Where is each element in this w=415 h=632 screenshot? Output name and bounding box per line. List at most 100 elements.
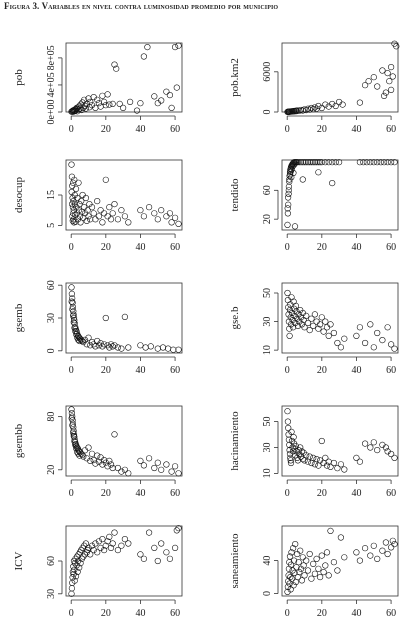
data-point (322, 318, 329, 325)
y-tick-label: 0 (262, 110, 273, 115)
data-point (322, 562, 329, 569)
data-point (374, 447, 381, 454)
data-point (109, 540, 116, 547)
data-point (154, 345, 161, 352)
data-point (100, 98, 108, 105)
data-point (384, 324, 391, 331)
data-point (72, 185, 80, 192)
data-point (102, 102, 109, 109)
data-point (170, 346, 177, 353)
data-point (151, 93, 158, 100)
plot-frame (281, 405, 399, 477)
data-point (68, 173, 75, 180)
data-point (291, 569, 298, 577)
data-point (303, 106, 310, 114)
data-point (69, 429, 77, 436)
y-axis-label: hacinamiento (229, 411, 241, 471)
data-point (293, 107, 300, 115)
data-point (77, 560, 84, 567)
data-point (151, 544, 158, 552)
data-point (165, 345, 172, 352)
data-point (377, 159, 384, 166)
y-axis-label: gsembb (13, 423, 25, 458)
data-point (137, 457, 144, 465)
data-point (158, 466, 165, 473)
data-point (290, 169, 297, 177)
x-tick-label: 20 (317, 365, 327, 376)
data-point (76, 105, 83, 112)
data-point (94, 337, 101, 345)
data-point (301, 572, 308, 579)
data-point (74, 568, 81, 576)
data-point (106, 344, 113, 351)
x-tick-label: 60 (386, 124, 396, 135)
data-point (87, 551, 94, 558)
data-point (121, 466, 128, 473)
data-point (299, 176, 306, 183)
data-point (388, 63, 395, 71)
data-point (69, 204, 76, 211)
data-point (306, 453, 313, 460)
data-point (68, 201, 76, 208)
data-point (116, 100, 123, 107)
data-point (68, 298, 75, 305)
data-point (313, 318, 320, 325)
data-point (81, 102, 89, 109)
data-point (286, 580, 293, 587)
data-point (370, 344, 377, 351)
data-point (296, 159, 303, 166)
data-point (286, 169, 294, 176)
x-tick-label: 20 (101, 365, 111, 376)
data-point (313, 159, 320, 166)
data-point (388, 86, 395, 93)
data-point (158, 207, 165, 214)
y-tick-label: 4e+05 (46, 72, 57, 97)
data-point (330, 329, 338, 337)
data-point (289, 160, 297, 167)
data-point (159, 344, 167, 351)
data-point (111, 61, 118, 68)
data-point (118, 345, 125, 352)
data-point (81, 336, 89, 344)
x-tick-label: 20 (317, 242, 327, 253)
data-point (294, 159, 301, 166)
data-point (320, 328, 327, 335)
data-point (329, 159, 336, 166)
data-point (72, 441, 79, 449)
data-point (118, 207, 125, 214)
x-tick-label: 0 (69, 242, 74, 253)
data-point (308, 459, 315, 467)
data-point (379, 67, 386, 74)
data-point (163, 88, 170, 95)
data-point (356, 557, 364, 564)
data-point (363, 159, 370, 166)
data-point (100, 546, 108, 554)
data-point (301, 106, 308, 113)
data-point (106, 457, 113, 465)
data-point (289, 567, 296, 574)
x-tick-label: 0 (285, 488, 290, 499)
y-tick-label: 0 (46, 348, 57, 353)
data-point (144, 43, 151, 51)
y-axis-label: tendido (229, 178, 241, 211)
data-point (168, 468, 175, 475)
data-point (97, 340, 104, 347)
data-point (334, 567, 341, 574)
data-point (356, 458, 364, 465)
data-point (172, 214, 179, 221)
data-point (69, 295, 76, 302)
data-point (284, 210, 292, 217)
data-point (163, 461, 170, 468)
x-tick-label: 60 (386, 365, 396, 376)
x-tick-label: 60 (386, 608, 396, 619)
data-point (72, 573, 80, 580)
x-tick-label: 60 (170, 608, 180, 619)
data-point (90, 546, 97, 554)
data-point (284, 205, 291, 212)
data-point (97, 207, 104, 214)
x-tick-label: 0 (69, 365, 74, 376)
x-tick-label: 0 (285, 242, 290, 253)
data-point (310, 560, 317, 568)
data-point (87, 457, 94, 465)
plot-frame (65, 405, 183, 477)
